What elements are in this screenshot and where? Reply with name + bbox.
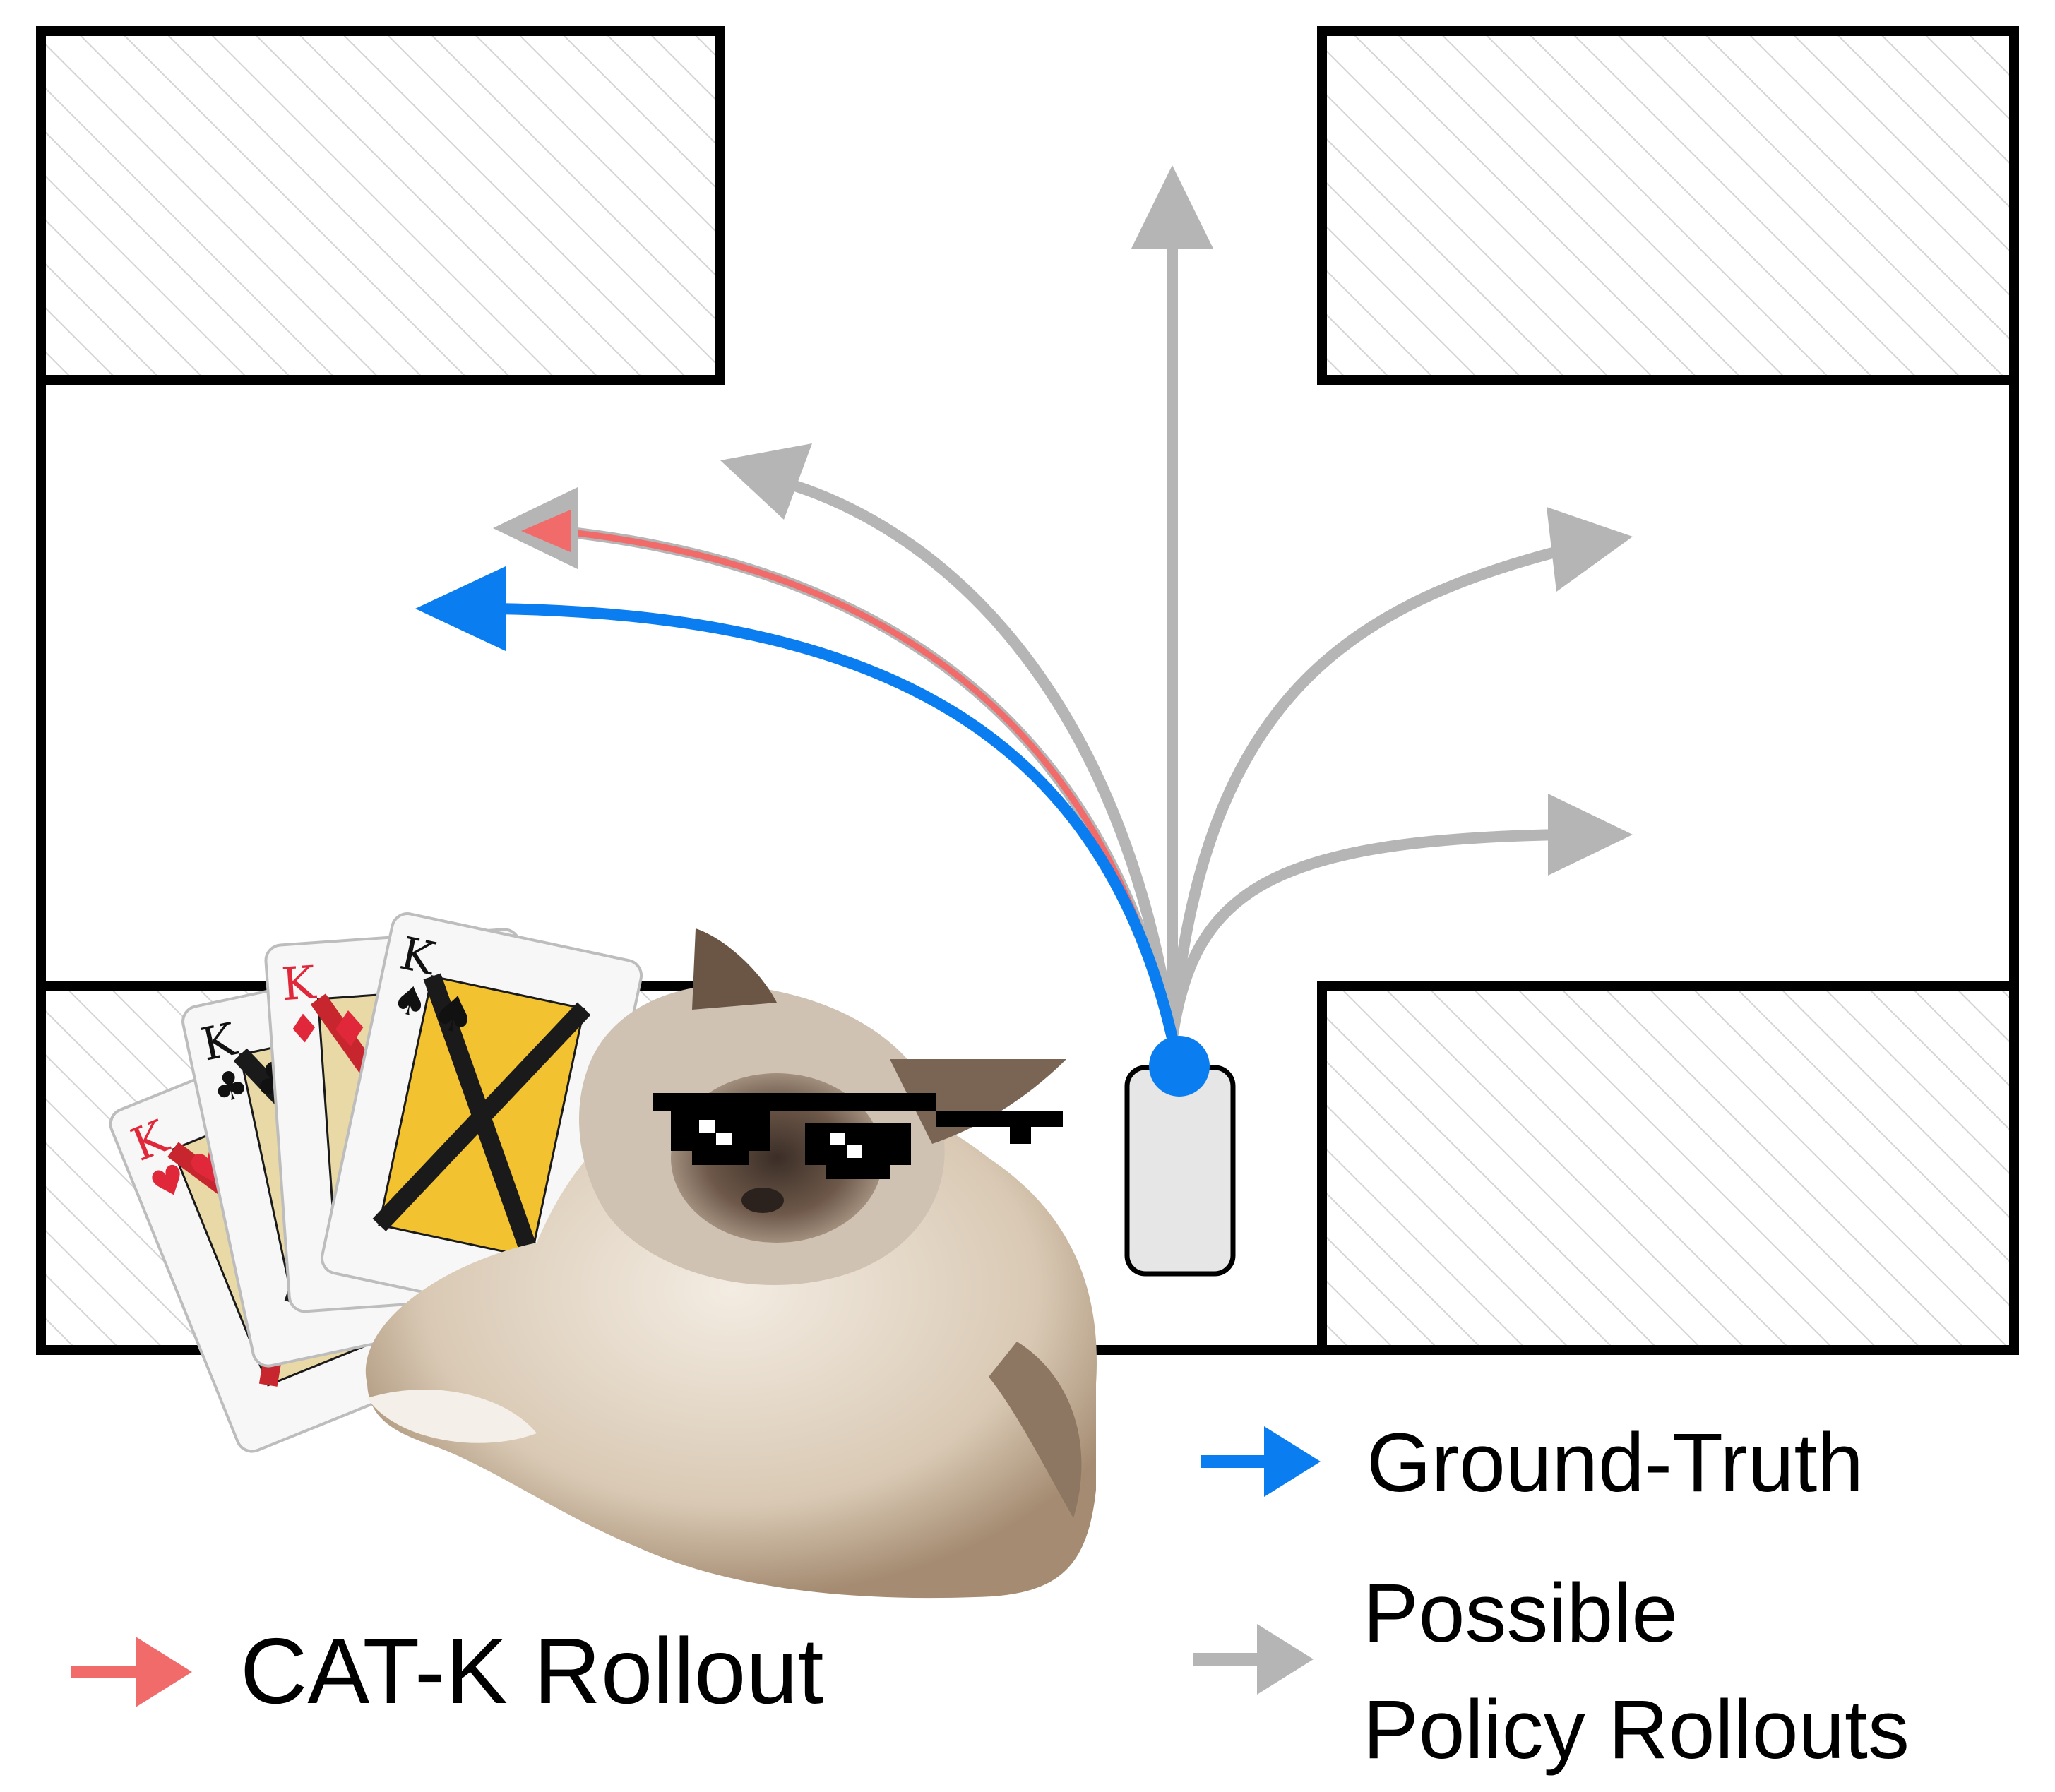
rollout-right (1167, 829, 1566, 1044)
vehicle-body (1124, 1065, 1236, 1277)
arrowheads (415, 165, 1633, 876)
cat-nose (741, 1188, 784, 1213)
legend: Ground-Truth Possible Policy Rollouts CA… (71, 1416, 1910, 1776)
legend-possible-arrow (1257, 1624, 1314, 1695)
legend-catk-rollout: CAT-K Rollout (71, 1619, 823, 1723)
playing-cards-fan: K♥♥K♣♣K♦♦K♠♠ (109, 912, 643, 1453)
arrowhead-straight (1131, 165, 1213, 249)
rollout-left-wide (771, 474, 1178, 1044)
ego-vehicle (1124, 1036, 1236, 1277)
card-suit-icon: ♦ (285, 1005, 323, 1053)
cat-tail (989, 1342, 1082, 1518)
legend-catk-arrow (136, 1637, 192, 1707)
legend-catk-label: CAT-K Rollout (240, 1619, 823, 1723)
cat-with-sunglasses (365, 928, 1097, 1599)
catk-rollout-path (554, 527, 1176, 1041)
card-rank: K (280, 957, 318, 1011)
legend-possible-label-line1: Possible (1363, 1567, 1678, 1660)
legend-possible-policy-rollouts: Possible Policy Rollouts (1193, 1567, 1910, 1776)
vehicle-start-dot (1149, 1036, 1210, 1097)
pixel-sunglasses (653, 1093, 1063, 1179)
arrowhead-ground-truth (415, 566, 506, 651)
cat-ear-left (692, 928, 777, 1010)
legend-ground-truth-label: Ground-Truth (1366, 1416, 1864, 1510)
arrowhead-right (1548, 794, 1633, 876)
arrowhead-catk (521, 510, 571, 552)
cat-ear-right (890, 1059, 1066, 1144)
legend-possible-label-line2: Policy Rollouts (1363, 1683, 1910, 1776)
building-block-top-left (44, 31, 720, 380)
arrowhead-right-up (1547, 507, 1633, 592)
building-block-bottom-right (1322, 986, 2013, 1349)
building-block-top-right (1322, 31, 2013, 380)
legend-ground-truth-arrow (1264, 1426, 1321, 1497)
rollout-left (552, 525, 1178, 1044)
arrowhead-left-wide (720, 443, 812, 520)
legend-ground-truth: Ground-Truth (1201, 1416, 1864, 1510)
rollout-right-up (1167, 545, 1566, 1044)
intersection-map (36, 26, 2019, 1355)
cat-paw (367, 1390, 537, 1443)
ground-truth-path (489, 603, 1178, 1044)
card-king-robe (372, 973, 591, 1261)
trajectories (489, 234, 1566, 1044)
